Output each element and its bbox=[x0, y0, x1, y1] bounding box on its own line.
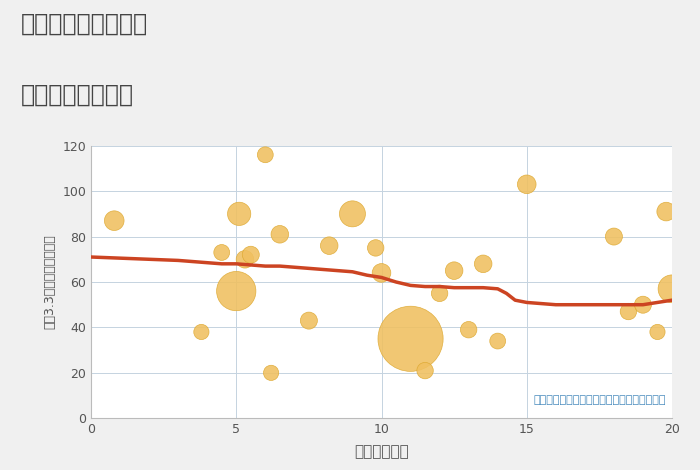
Point bbox=[239, 256, 251, 263]
Point bbox=[245, 251, 256, 258]
Point bbox=[108, 217, 120, 225]
Text: 兵庫県尼崎市常松の: 兵庫県尼崎市常松の bbox=[21, 12, 148, 36]
Point bbox=[216, 249, 228, 256]
Point bbox=[608, 233, 620, 240]
Point bbox=[521, 180, 532, 188]
Point bbox=[346, 210, 358, 218]
Point bbox=[303, 317, 314, 324]
Point bbox=[449, 267, 460, 274]
Point bbox=[623, 308, 634, 315]
Point bbox=[652, 328, 663, 336]
Y-axis label: 坪（3.3㎡）単価（万円）: 坪（3.3㎡）単価（万円） bbox=[43, 235, 57, 329]
Point bbox=[274, 231, 286, 238]
Point bbox=[492, 337, 503, 345]
Point bbox=[405, 335, 416, 343]
Point bbox=[419, 367, 430, 374]
Point bbox=[666, 285, 678, 292]
Point bbox=[463, 326, 475, 334]
Point bbox=[260, 151, 271, 158]
Point bbox=[234, 210, 245, 218]
Point bbox=[661, 208, 672, 215]
Point bbox=[434, 290, 445, 297]
X-axis label: 駅距離（分）: 駅距離（分） bbox=[354, 445, 409, 460]
Point bbox=[196, 328, 207, 336]
Point bbox=[265, 369, 276, 376]
Point bbox=[231, 287, 242, 295]
Point bbox=[370, 244, 382, 252]
Point bbox=[477, 260, 489, 267]
Point bbox=[376, 269, 387, 277]
Point bbox=[638, 301, 649, 308]
Text: 円の大きさは、取引のあった物件面積を示す: 円の大きさは、取引のあった物件面積を示す bbox=[533, 395, 666, 405]
Text: 駅距離別土地価格: 駅距離別土地価格 bbox=[21, 82, 134, 106]
Point bbox=[323, 242, 335, 250]
